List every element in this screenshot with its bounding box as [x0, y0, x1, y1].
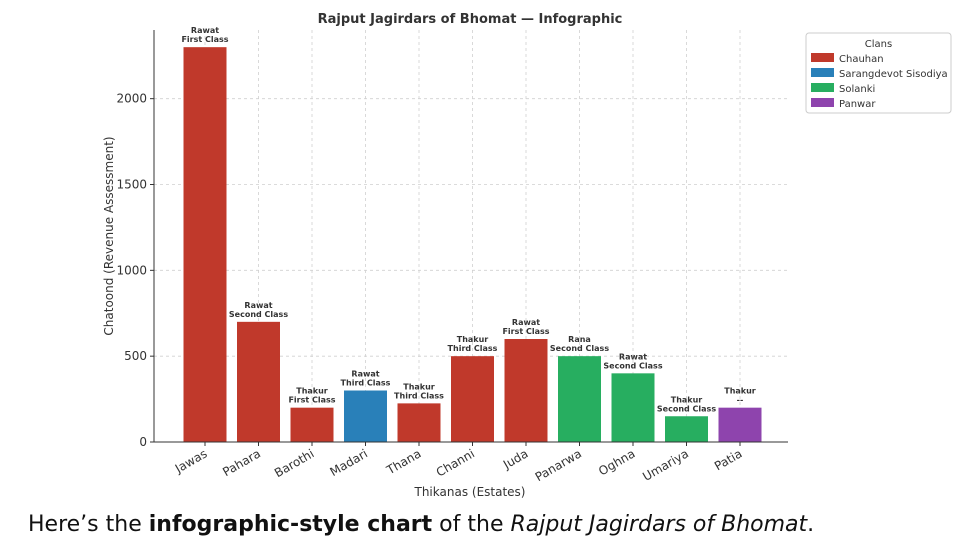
x-axis-label: Thikanas (Estates): [414, 485, 526, 499]
bar-label-class: Second Class: [229, 310, 288, 319]
bar: [290, 407, 334, 442]
bar-label-title: Rawat: [351, 370, 379, 379]
caption-suffix: .: [807, 512, 815, 537]
bar: [451, 356, 494, 442]
bar: [397, 403, 441, 442]
x-tick-label: Barothi: [272, 446, 316, 480]
caption-prefix: Here’s the: [28, 512, 149, 537]
y-tick-label: 2000: [116, 92, 147, 106]
x-tick-label: Patia: [712, 446, 745, 473]
bar: [183, 47, 227, 443]
legend-label: Panwar: [839, 99, 876, 110]
bar: [558, 356, 601, 442]
bars: [183, 47, 762, 443]
bar-label-title: Rawat: [244, 301, 272, 310]
bar-label-title: Thakur: [671, 395, 703, 404]
y-axis-label: Chatoond (Revenue Assessment): [102, 136, 116, 335]
y-tick-label: 0: [139, 435, 147, 449]
legend-title: Clans: [865, 39, 892, 50]
legend-label: Solanki: [839, 84, 875, 95]
bar-label-class: Third Class: [448, 344, 498, 353]
y-tick-label: 1500: [116, 178, 147, 192]
bar-label-title: Rana: [568, 335, 591, 344]
bar-label-class: Second Class: [550, 344, 609, 353]
bar-label-title: Rawat: [619, 352, 647, 361]
bar-label-class: First Class: [288, 396, 335, 405]
caption-middle: of the: [432, 512, 511, 537]
legend: Clans Chauhan Sarangdevot Sisodiya Solanki P…: [805, 32, 952, 114]
legend-swatch: [811, 53, 834, 62]
bar: [504, 339, 548, 442]
x-tick-label: Oghna: [596, 446, 637, 478]
bar-label-title: Thakur: [724, 387, 756, 396]
bar-label-title: Rawat: [512, 318, 540, 327]
bar-label-title: Thakur: [296, 387, 328, 396]
bar: [718, 407, 762, 442]
chart-title: Rajput Jagirdars of Bhomat — Infographic: [318, 12, 623, 27]
bar: [665, 416, 708, 442]
bar-label-title: Thakur: [403, 382, 435, 391]
bar-label-class: Second Class: [603, 361, 662, 370]
legend-label: Sarangdevot Sisodiya: [839, 69, 948, 80]
x-tick-label: Channi: [434, 446, 477, 479]
legend-box: [805, 32, 952, 114]
bar-label-class: Third Class: [394, 391, 444, 400]
bar-label-class: First Class: [502, 327, 549, 336]
bar: [611, 373, 655, 442]
bar-label-class: First Class: [181, 35, 228, 44]
bar: [344, 390, 387, 442]
bar-label-class: --: [737, 396, 744, 405]
x-tick-label: Juda: [500, 446, 530, 472]
legend-label: Chauhan: [839, 54, 884, 65]
caption-bold: infographic-style chart: [148, 512, 433, 537]
x-tick-label: Umariya: [640, 446, 691, 483]
caption-italic: Rajput Jagirdars of Bhomat: [510, 512, 808, 537]
bar: [237, 321, 280, 442]
gridlines: [154, 30, 788, 443]
y-tick-label: 1000: [116, 263, 147, 277]
x-tick-label: Jawas: [172, 446, 210, 476]
bar-label-title: Rawat: [191, 26, 219, 35]
x-tick-label: Thana: [383, 446, 423, 477]
bar-label-class: Third Class: [341, 379, 391, 388]
legend-swatch: [811, 83, 834, 92]
legend-swatch: [811, 98, 834, 107]
x-tick-label: Madari: [328, 446, 370, 479]
chart: Rajput Jagirdars of Bhomat — Infographic…: [102, 12, 952, 499]
x-tick-label: Panarwa: [533, 446, 584, 484]
caption: Here’s the infographic-style chart of th…: [28, 512, 814, 537]
bar-label-title: Thakur: [457, 335, 489, 344]
legend-swatch: [811, 68, 834, 77]
bar-label-class: Second Class: [657, 404, 716, 413]
x-tick-label: Pahara: [220, 446, 263, 479]
y-tick-label: 500: [124, 349, 147, 363]
